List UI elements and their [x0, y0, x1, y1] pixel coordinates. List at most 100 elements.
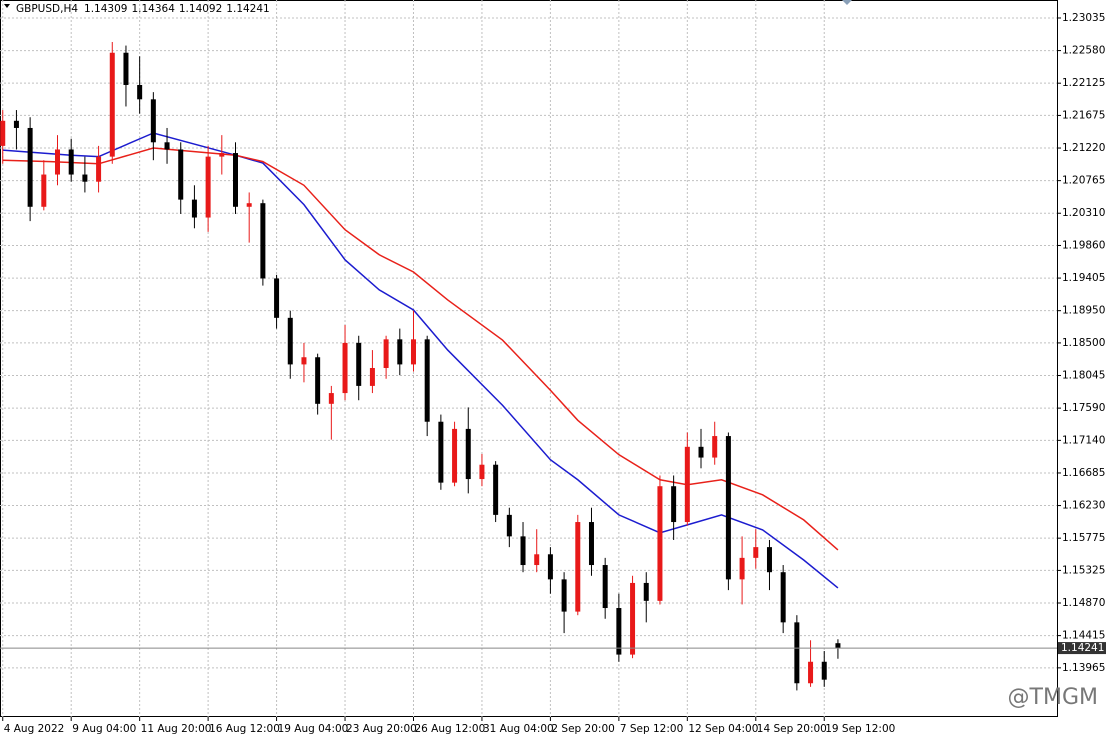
header-high: 1.14364	[131, 3, 175, 15]
watermark: @TMGM	[1008, 685, 1098, 710]
y-tick-label: 1.19860	[1062, 239, 1105, 251]
x-tick-label: 14 Sep 20:00	[757, 723, 827, 735]
candle-body	[794, 622, 800, 684]
y-tick-label: 1.20310	[1062, 207, 1105, 219]
candle-body	[315, 357, 321, 404]
candle-body	[520, 536, 526, 566]
candle-body	[684, 446, 690, 523]
candle-body	[698, 446, 704, 458]
plot-frame	[0, 0, 1058, 717]
candle-body	[712, 436, 718, 458]
candle-body	[205, 156, 211, 218]
x-tick-label: 26 Aug 12:00	[414, 723, 485, 735]
candle-body	[123, 52, 129, 85]
candle-body	[246, 203, 252, 207]
candle-body	[410, 339, 416, 365]
price-tag	[1058, 642, 1106, 655]
candle-body	[55, 149, 61, 175]
candle-body	[452, 428, 458, 483]
candle-body	[397, 339, 403, 365]
x-tick-label: 9 Aug 04:00	[72, 723, 136, 735]
moving-average	[2, 132, 839, 589]
header-low: 1.14092	[179, 3, 222, 15]
candle-body	[657, 486, 663, 601]
candle-body	[287, 317, 293, 365]
y-tick-label: 1.18045	[1062, 370, 1105, 382]
candle-body	[438, 421, 444, 483]
header-close: 1.14241	[226, 3, 269, 15]
x-tick-label: 11 Aug 20:00	[141, 723, 212, 735]
y-tick-label: 1.14870	[1062, 597, 1105, 609]
candle-body	[369, 367, 375, 386]
candle-body	[82, 174, 88, 182]
menu-arrow[interactable]	[4, 4, 10, 8]
candle-body	[356, 342, 362, 386]
scroll-marker[interactable]	[842, 0, 852, 5]
candle-body	[753, 547, 759, 558]
x-tick-label: 31 Aug 04:00	[483, 723, 554, 735]
y-tick-label: 1.18950	[1062, 305, 1105, 317]
y-tick-label: 1.16230	[1062, 500, 1105, 512]
candle-body	[643, 582, 649, 601]
y-tick-label: 1.13965	[1062, 662, 1105, 674]
candle-body	[766, 547, 772, 573]
candle-body	[424, 339, 430, 422]
x-tick-label: 19 Sep 12:00	[825, 723, 895, 735]
symbol: GBPUSD,H4	[16, 3, 78, 15]
x-tick-label: 4 Aug 2022	[4, 723, 65, 735]
candle-body	[41, 174, 47, 207]
candle-body	[780, 572, 786, 623]
candle-body	[150, 99, 156, 143]
candle-body	[191, 199, 197, 218]
candle-body	[178, 149, 184, 200]
x-tick-label: 12 Sep 04:00	[688, 723, 758, 735]
candle-body	[219, 153, 225, 157]
header-open: 1.14309	[84, 3, 127, 15]
candle-body	[821, 661, 827, 680]
candle-body	[493, 464, 499, 515]
x-tick-label: 19 Aug 04:00	[278, 723, 349, 735]
candle-body	[301, 357, 307, 365]
candle-body	[534, 554, 540, 566]
y-tick-label: 1.23035	[1062, 12, 1105, 24]
y-tick-label: 1.20765	[1062, 175, 1105, 187]
candle-body	[479, 464, 485, 480]
candle-body	[506, 514, 512, 537]
x-tick-label: 16 Aug 12:00	[209, 723, 280, 735]
candle-body	[835, 643, 841, 649]
x-tick-label: 7 Sep 12:00	[620, 723, 683, 735]
candle-body	[96, 156, 102, 182]
candle-body	[109, 52, 115, 157]
candle-body	[588, 522, 594, 566]
y-tick-label: 1.17590	[1062, 402, 1105, 414]
y-tick-label: 1.14415	[1062, 630, 1105, 642]
candle-body	[232, 153, 238, 207]
y-tick-label: 1.21675	[1062, 109, 1105, 121]
y-tick-label: 1.16685	[1062, 467, 1105, 479]
candle-body	[575, 522, 581, 612]
candle-body	[137, 84, 143, 100]
candle-body	[383, 339, 389, 368]
candle-body	[465, 428, 471, 480]
header: GBPUSD,H4 1.14309 1.14364 1.14092 1.14241	[16, 3, 270, 15]
candle-body	[739, 557, 745, 580]
candle-body	[547, 554, 553, 580]
candle-body	[0, 120, 6, 146]
candle-body	[561, 579, 567, 612]
candle-body	[342, 342, 348, 394]
candle-body	[616, 608, 622, 655]
y-tick-label: 1.22125	[1062, 77, 1105, 89]
candle-body	[274, 278, 280, 318]
y-tick-label: 1.15775	[1062, 532, 1105, 544]
x-tick-label: 2 Sep 20:00	[551, 723, 614, 735]
candle-body	[260, 203, 266, 279]
candle-body	[602, 565, 608, 609]
candle-body	[27, 127, 33, 207]
candle-body	[13, 120, 19, 128]
price-label: 1.14241	[1061, 642, 1104, 654]
candle-body	[725, 436, 731, 580]
candle-body	[164, 142, 170, 150]
y-tick-label: 1.15325	[1062, 564, 1105, 576]
y-tick-label: 1.18500	[1062, 337, 1105, 349]
candle-body	[671, 486, 677, 523]
